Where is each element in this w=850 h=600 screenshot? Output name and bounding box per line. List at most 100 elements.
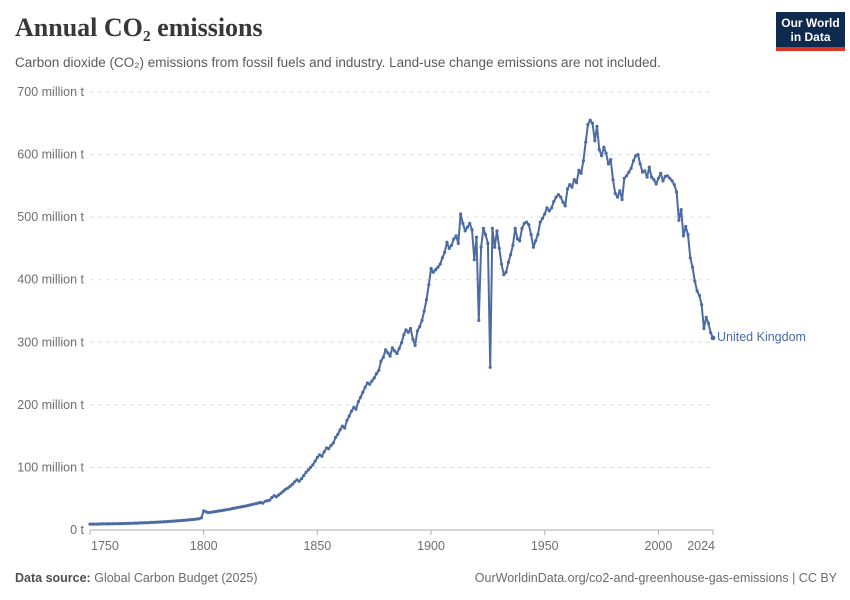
- data-point[interactable]: [531, 245, 536, 249]
- data-point[interactable]: [502, 273, 506, 277]
- data-point[interactable]: [302, 474, 306, 478]
- data-point[interactable]: [550, 206, 554, 210]
- data-point[interactable]: [377, 368, 381, 372]
- data-point[interactable]: [613, 191, 617, 195]
- data-point[interactable]: [261, 501, 265, 505]
- owid-logo[interactable]: Our World in Data: [776, 12, 845, 51]
- data-point[interactable]: [454, 234, 458, 238]
- data-point[interactable]: [418, 325, 422, 329]
- data-point[interactable]: [411, 337, 415, 341]
- data-point[interactable]: [493, 245, 497, 249]
- data-point[interactable]: [304, 470, 308, 474]
- data-point[interactable]: [672, 183, 676, 187]
- data-point[interactable]: [409, 326, 413, 331]
- data-point[interactable]: [679, 208, 683, 212]
- data-point[interactable]: [563, 204, 567, 208]
- data-point[interactable]: [92, 522, 97, 526]
- data-point[interactable]: [102, 522, 106, 526]
- data-point[interactable]: [690, 265, 695, 269]
- data-point[interactable]: [420, 318, 424, 322]
- data-point[interactable]: [99, 522, 103, 526]
- data-point[interactable]: [154, 520, 158, 524]
- data-point[interactable]: [509, 253, 513, 257]
- data-point[interactable]: [456, 241, 460, 245]
- data-point[interactable]: [268, 498, 272, 502]
- data-point[interactable]: [588, 118, 592, 122]
- data-point[interactable]: [290, 482, 294, 486]
- data-point[interactable]: [415, 329, 419, 333]
- data-point[interactable]: [163, 520, 167, 524]
- data-point[interactable]: [149, 520, 153, 525]
- data-point[interactable]: [511, 243, 515, 247]
- data-point[interactable]: [363, 385, 367, 389]
- data-point[interactable]: [695, 289, 699, 293]
- data-point[interactable]: [536, 233, 540, 237]
- data-point[interactable]: [652, 178, 656, 182]
- data-point[interactable]: [611, 178, 615, 182]
- data-point[interactable]: [279, 491, 283, 495]
- data-point[interactable]: [606, 162, 611, 166]
- data-point[interactable]: [379, 359, 383, 363]
- data-point[interactable]: [461, 221, 465, 225]
- data-point[interactable]: [343, 426, 347, 430]
- data-point[interactable]: [445, 240, 449, 244]
- data-point[interactable]: [286, 486, 290, 490]
- data-point[interactable]: [688, 256, 692, 260]
- data-point[interactable]: [354, 407, 358, 411]
- data-point[interactable]: [670, 179, 674, 183]
- data-point[interactable]: [315, 455, 319, 459]
- data-point[interactable]: [499, 262, 504, 266]
- data-point[interactable]: [684, 224, 688, 229]
- data-point[interactable]: [372, 376, 376, 380]
- data-point[interactable]: [399, 341, 404, 345]
- data-point[interactable]: [704, 315, 708, 319]
- data-point[interactable]: [468, 221, 472, 225]
- data-point[interactable]: [643, 169, 647, 173]
- data-point[interactable]: [650, 175, 654, 179]
- data-point[interactable]: [495, 229, 499, 233]
- data-point[interactable]: [322, 450, 326, 454]
- data-point[interactable]: [136, 521, 140, 525]
- data-point[interactable]: [595, 124, 599, 128]
- data-point[interactable]: [143, 521, 147, 525]
- data-point[interactable]: [702, 326, 706, 331]
- data-point[interactable]: [129, 521, 133, 525]
- data-point[interactable]: [681, 234, 686, 238]
- data-point[interactable]: [370, 379, 374, 383]
- data-point[interactable]: [297, 479, 301, 483]
- data-point[interactable]: [559, 195, 563, 199]
- data-point[interactable]: [654, 182, 658, 186]
- data-point[interactable]: [629, 166, 633, 170]
- data-point[interactable]: [199, 516, 203, 520]
- data-point[interactable]: [547, 209, 551, 213]
- data-point[interactable]: [438, 262, 442, 266]
- data-point[interactable]: [104, 522, 108, 526]
- data-point[interactable]: [520, 226, 524, 230]
- data-point[interactable]: [631, 159, 636, 163]
- data-point[interactable]: [636, 153, 640, 157]
- data-point[interactable]: [384, 348, 388, 352]
- data-point[interactable]: [518, 239, 522, 243]
- data-point[interactable]: [381, 355, 385, 359]
- data-point[interactable]: [281, 489, 285, 493]
- data-point[interactable]: [424, 298, 429, 302]
- data-point[interactable]: [472, 258, 476, 262]
- data-point[interactable]: [115, 522, 119, 526]
- data-point[interactable]: [334, 435, 338, 439]
- data-point[interactable]: [452, 237, 456, 241]
- data-point[interactable]: [697, 293, 702, 297]
- data-point[interactable]: [347, 414, 351, 418]
- data-point[interactable]: [481, 226, 485, 230]
- data-point[interactable]: [668, 176, 672, 180]
- data-point[interactable]: [597, 148, 601, 152]
- data-point[interactable]: [638, 162, 642, 166]
- data-point[interactable]: [484, 233, 488, 237]
- data-point[interactable]: [602, 145, 606, 149]
- data-point[interactable]: [397, 346, 401, 351]
- data-point[interactable]: [581, 159, 586, 163]
- data-point[interactable]: [336, 432, 340, 436]
- data-point[interactable]: [552, 199, 556, 204]
- data-point[interactable]: [422, 309, 426, 313]
- data-point[interactable]: [179, 519, 183, 523]
- data-point[interactable]: [659, 171, 663, 175]
